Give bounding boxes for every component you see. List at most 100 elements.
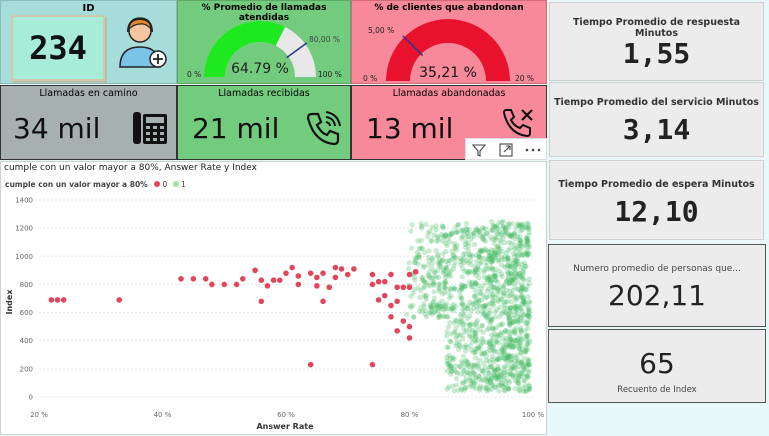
scatter-point-series-1 (480, 282, 486, 288)
scatter-point-series-1 (463, 348, 469, 354)
card-personas[interactable]: Numero promedio de personas que... 202,1… (548, 244, 766, 327)
scatter-point-series-1 (490, 303, 496, 309)
scatter-point-series-1 (513, 308, 519, 314)
scatter-point-series-1 (508, 336, 514, 342)
scatter-point-series-1 (517, 373, 523, 380)
scatter-point-series-1 (473, 267, 479, 273)
scatter-point-series-1 (483, 259, 489, 266)
scatter-point-series-1 (513, 373, 519, 379)
scatter-point-series-1 (489, 356, 495, 363)
card-servicio[interactable]: Tiempo Promedio del servicio Minutos 3,1… (549, 82, 764, 157)
scatter-point-series-1 (509, 270, 515, 277)
scatter-point-series-1 (472, 370, 478, 377)
card-index[interactable]: 65 Recuento de Index (548, 329, 766, 403)
scatter-point-series-1 (492, 255, 498, 261)
scatter-point-series-1 (489, 348, 496, 354)
scatter-point-series-1 (493, 325, 499, 331)
scatter-point-series-1 (469, 321, 475, 327)
scatter-point-series-1 (506, 263, 512, 269)
scatter-point-series-1 (443, 301, 450, 307)
scatter-point-series-1 (435, 274, 442, 280)
scatter-point-series-1 (505, 271, 512, 277)
card-espera[interactable]: Tiempo Promedio de espera Minutos 12,10 (549, 160, 764, 240)
llamadas-recibidas-tile[interactable]: Llamadas recibidas 21 mil (177, 85, 351, 160)
scatter-point-series-1 (460, 227, 466, 233)
scatter-point-series-1 (465, 259, 471, 266)
scatter-point-series-1 (484, 230, 490, 236)
scatter-point-series-1 (499, 262, 505, 268)
scatter-point-series-1 (501, 290, 507, 296)
scatter-point-series-1 (422, 311, 428, 318)
scatter-point-series-1 (444, 357, 450, 364)
scatter-point-series-1 (472, 329, 478, 335)
id-tile[interactable]: ID 234 (0, 0, 177, 84)
x-tick-label: 20 % (30, 411, 48, 419)
scatter-point-series-1 (488, 234, 494, 240)
scatter-point-series-1 (521, 365, 527, 371)
llamadas-camino-tile[interactable]: Llamadas en camino 34 mil (0, 85, 177, 160)
scatter-point-series-0 (406, 323, 413, 330)
scatter-point-series-1 (519, 308, 525, 314)
scatter-point-series-1 (508, 309, 514, 315)
scatter-point-series-1 (488, 254, 494, 260)
scatter-point-series-1 (498, 329, 504, 335)
scatter-point-series-1 (518, 329, 524, 335)
scatter-point-series-1 (508, 357, 514, 363)
scatter-point-series-1 (435, 235, 441, 241)
scatter-point-series-1 (494, 357, 500, 363)
scatter-point-series-1 (512, 327, 518, 333)
scatter-visual[interactable]: cumple con un valor mayor a 80%, Answer … (0, 161, 547, 435)
scatter-point-series-1 (451, 285, 457, 291)
scatter-point-series-1 (521, 266, 527, 272)
card-espera-value: 12,10 (614, 195, 699, 228)
scatter-point-series-1 (468, 252, 474, 258)
scatter-point-series-1 (490, 267, 496, 273)
scatter-point-series-1 (432, 304, 438, 311)
scatter-point-series-1 (495, 245, 501, 252)
scatter-point-series-1 (526, 300, 532, 306)
focus-mode-icon[interactable] (498, 142, 514, 158)
scatter-point-series-1 (516, 372, 522, 378)
scatter-point-series-1 (510, 257, 517, 263)
more-options-icon[interactable] (524, 142, 542, 158)
scatter-point-series-1 (487, 347, 493, 353)
gauge-atendidas-tile[interactable]: % Promedio de llamadas atendidas 64.79 %… (177, 0, 351, 84)
scatter-point-series-1 (480, 369, 486, 375)
scatter-point-series-1 (443, 258, 449, 265)
scatter-point-series-1 (510, 328, 517, 335)
scatter-point-series-1 (463, 378, 469, 385)
scatter-point-series-1 (498, 289, 504, 295)
scatter-point-series-1 (518, 288, 524, 294)
scatter-point-series-1 (466, 364, 472, 370)
scatter-point-series-1 (507, 288, 513, 294)
scatter-point-series-1 (516, 378, 522, 385)
scatter-point-series-1 (495, 356, 501, 362)
scatter-point-series-1 (470, 384, 477, 390)
legend-label-1: 1 (181, 180, 186, 189)
scatter-point-series-0 (320, 298, 326, 305)
scatter-point-series-1 (522, 286, 529, 293)
scatter-point-series-1 (474, 361, 480, 367)
scatter-point-series-1 (508, 338, 514, 344)
scatter-point-series-1 (511, 363, 517, 369)
scatter-point-series-1 (493, 384, 499, 390)
scatter-point-series-1 (460, 265, 466, 271)
filter-icon[interactable] (471, 142, 487, 158)
scatter-point-series-1 (515, 313, 521, 320)
scatter-point-series-0 (54, 297, 61, 303)
card-respuesta[interactable]: Tiempo Promedio de respuesta Minutos 1,5… (549, 2, 764, 81)
gauge-abandonan-tile[interactable]: % de clientes que abandonan 35,21 % 0 % … (351, 0, 547, 84)
scatter-point-series-1 (443, 305, 449, 312)
scatter-point-series-1 (497, 355, 503, 362)
scatter-point-series-1 (522, 378, 528, 384)
scatter-point-series-1 (512, 254, 518, 260)
scatter-point-series-1 (454, 243, 460, 249)
scatter-point-series-1 (433, 227, 439, 233)
scatter-point-series-1 (466, 243, 472, 249)
scatter-point-series-1 (488, 258, 494, 265)
scatter-point-series-1 (516, 363, 522, 370)
scatter-point-series-1 (462, 268, 468, 274)
scatter-point-series-1 (519, 227, 525, 233)
scatter-point-series-1 (437, 281, 443, 287)
scatter-point-series-1 (504, 287, 510, 293)
